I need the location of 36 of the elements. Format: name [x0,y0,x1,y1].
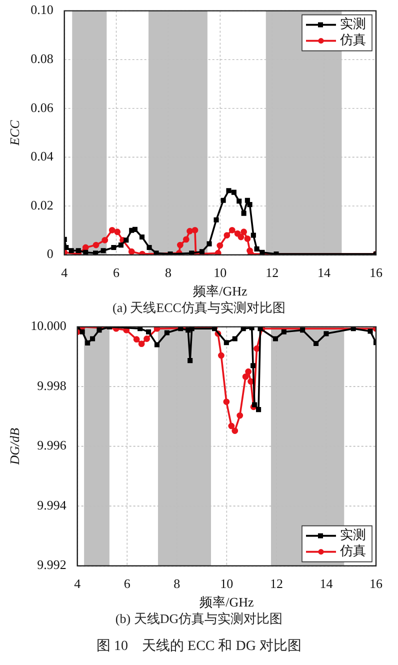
y-tick-label: 9.994 [37,497,67,512]
y-tick-label: 0.04 [30,148,54,164]
y-tick-label: 9.998 [37,378,66,393]
x-tick-label: 8 [174,576,180,592]
x-tick-label: 12 [270,576,283,592]
x-tick-label: 10 [220,576,234,592]
x-tick-label: 4 [74,576,82,592]
x-tick-label: 6 [124,576,131,592]
x-tick-label: 14 [320,576,334,592]
y-tick-label: 0.02 [30,197,54,212]
x-tick-label: 16 [370,265,383,280]
x-tick-label: 16 [370,576,383,592]
caption: 图 10 天线的 ECC 和 DG 对比图 [96,638,302,655]
y-tick-label: 9.992 [37,557,66,572]
legend-label: 仿真 [339,32,366,48]
y-axis-title: DG/dB [7,428,22,466]
x-axis-title: 频率/GHz [193,284,248,299]
x-tick-label: 4 [61,265,68,280]
text: (a) 天线ECC仿真与实测对比图 [112,300,286,316]
y-tick-label: 0.08 [30,51,54,66]
x-axis-title: 频率/GHz [200,594,254,610]
legend-label: 实测 [340,527,366,542]
text: (b) 天线DG仿真与实测对比图 [114,611,284,627]
y-tick-label: 10.000 [30,318,66,334]
y-tick-label: 0.10 [30,2,54,18]
y-tick-label: 0.06 [30,100,54,115]
x-tick-label: 14 [318,265,332,280]
x-tick-label: 10 [214,265,227,280]
x-tick-label: 8 [164,265,172,280]
x-tick-label: 12 [266,265,279,280]
legend-label: 仿真 [339,543,366,558]
legend-label: 实测 [340,16,366,32]
x-tick-label: 6 [113,265,120,280]
y-axis-title: ECC [7,120,22,146]
y-tick-label: 0 [46,246,54,262]
y-tick-label: 9.996 [37,438,67,453]
